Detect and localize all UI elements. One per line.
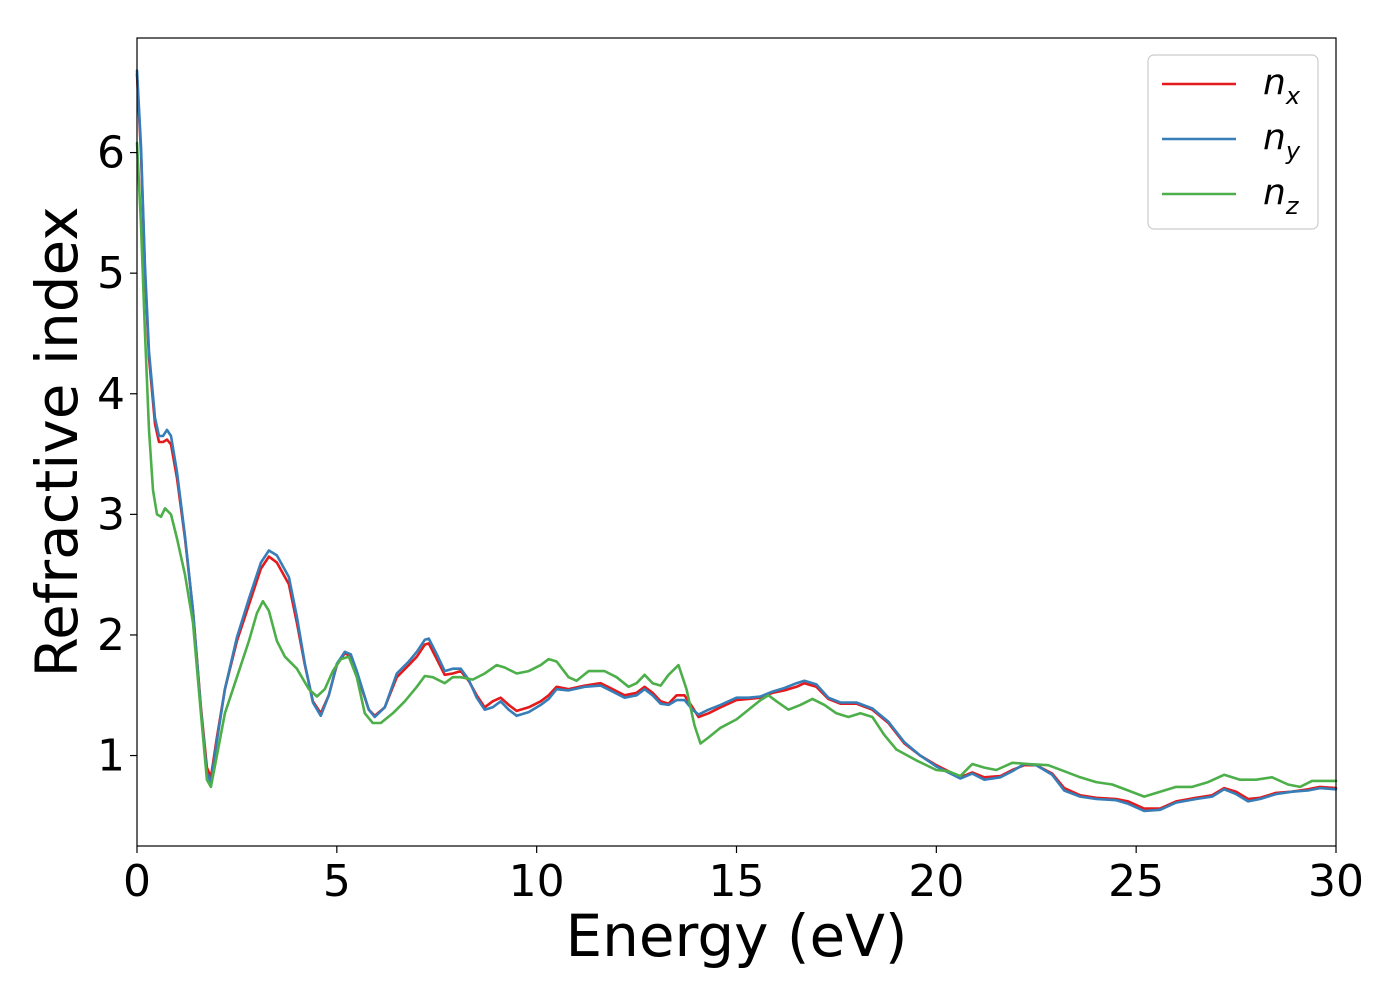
series-layer: [135, 69, 1338, 813]
legend-label-ny: ny: [1263, 117, 1301, 165]
y-tick-label: 3: [97, 489, 125, 540]
x-tick-label: 5: [323, 856, 351, 907]
x-tick-label: 20: [908, 856, 964, 907]
legend-label-nx: nx: [1263, 62, 1301, 110]
x-tick-label: 10: [509, 856, 565, 907]
legend-label-nz: nz: [1263, 172, 1300, 220]
x-tick-label: 15: [709, 856, 765, 907]
series-line-nz: [135, 141, 1338, 798]
x-tick-label: 0: [123, 856, 151, 907]
x-tick-label: 30: [1308, 856, 1364, 907]
y-tick-label: 5: [97, 248, 125, 299]
x-axis: 0 5 10 15 20 25 30: [123, 846, 1364, 907]
y-tick-label: 2: [97, 610, 125, 661]
y-tick-label: 6: [97, 128, 125, 179]
legend: nx ny nz: [1147, 54, 1319, 230]
legend-box: [1147, 54, 1319, 230]
y-axis-title: Refractive index: [23, 206, 91, 677]
y-tick-label: 1: [97, 731, 125, 782]
y-axis: 1 2 3 4 5 6: [97, 128, 137, 782]
series-line-ny: [135, 69, 1338, 813]
y-tick-label: 4: [97, 369, 125, 420]
x-tick-label: 25: [1108, 856, 1164, 907]
x-axis-title: Energy (eV): [565, 902, 907, 970]
